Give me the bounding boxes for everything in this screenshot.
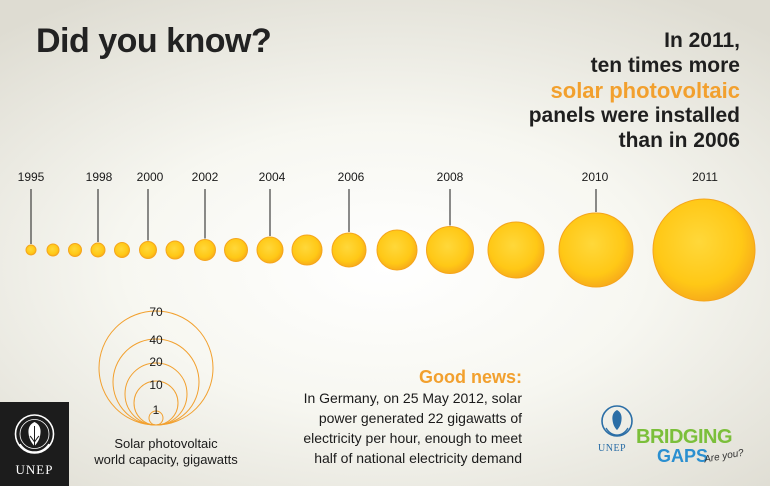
legend-value-label: 70 — [149, 305, 163, 319]
page-title: Did you know? — [36, 22, 272, 60]
legend-caption-line-1: Solar photovoltaic — [114, 436, 218, 451]
good-news-line-4: half of national electricity demand — [314, 450, 522, 466]
headline-highlight: solar photovoltaic — [550, 78, 740, 103]
good-news-line-3: electricity per hour, enough to meet — [303, 430, 522, 446]
good-news-title: Good news: — [419, 367, 522, 387]
bridging-gaps-logo: UNEP BRIDGING GAPS Are you? — [595, 402, 745, 472]
sun-circle — [90, 242, 106, 258]
year-label: 2010 — [582, 170, 609, 184]
legend-value-label: 40 — [149, 333, 163, 347]
sun-circle — [224, 238, 248, 262]
gaps-word: GAPS — [657, 446, 709, 466]
sun-circle — [114, 242, 130, 258]
legend-caption-line-2: world capacity, gigawatts — [94, 452, 238, 467]
sun-circle — [291, 234, 323, 266]
headline-line-4: panels were installed — [528, 104, 740, 127]
unep-emblem-icon — [14, 414, 55, 454]
sun-circle — [487, 221, 545, 279]
year-label: 1998 — [86, 170, 113, 184]
good-news-line-1: In Germany, on 25 May 2012, solar — [303, 390, 522, 406]
year-label: 2004 — [259, 170, 286, 184]
sun-circle — [331, 232, 367, 268]
bridging-unep-label: UNEP — [598, 443, 627, 454]
sun-circle — [652, 198, 756, 302]
legend-value-label: 20 — [149, 355, 163, 369]
year-label: 2008 — [437, 170, 464, 184]
sun-circle — [165, 240, 185, 260]
are-you-tagline: Are you? — [703, 447, 745, 466]
legend-value-label: 10 — [149, 378, 163, 392]
good-news-line-2: power generated 22 gigawatts of — [318, 410, 522, 426]
headline-line-1: In 2011, — [664, 29, 740, 52]
year-label: 2002 — [192, 170, 219, 184]
sun-circle — [25, 244, 37, 256]
year-label: 2006 — [338, 170, 365, 184]
sun-circle — [194, 239, 216, 261]
sun-circle — [139, 241, 157, 259]
year-label: 1995 — [18, 170, 45, 184]
sun-circle — [256, 236, 284, 264]
headline: In 2011, ten times more solar photovolta… — [529, 28, 740, 153]
year-label: 2000 — [137, 170, 164, 184]
unep-logo: UNEP — [0, 402, 69, 486]
sun-circle — [376, 229, 418, 271]
sun-circle — [46, 243, 60, 257]
legend-caption: Solar photovoltaic world capacity, gigaw… — [92, 436, 240, 468]
good-news-block: Good news: In Germany, on 25 May 2012, s… — [303, 366, 522, 468]
bridging-word: BRIDGING — [636, 426, 733, 448]
sun-circle — [68, 243, 82, 257]
year-label: 2011 — [692, 170, 718, 184]
legend-value-label: 1 — [153, 403, 160, 417]
capacity-legend: 70 40 20 10 1 — [98, 305, 214, 426]
headline-line-5: than in 2006 — [618, 129, 740, 152]
legend-circle — [148, 410, 164, 426]
sun-circle — [426, 226, 474, 274]
headline-line-2: ten times more — [590, 54, 740, 77]
sun-timeline: 1995 1998 2000 2002 2004 2006 2008 2010 2011 — [18, 170, 756, 302]
unep-label: UNEP — [15, 462, 54, 477]
unep-emblem-small-icon — [601, 405, 633, 437]
sun-circle — [558, 212, 634, 288]
